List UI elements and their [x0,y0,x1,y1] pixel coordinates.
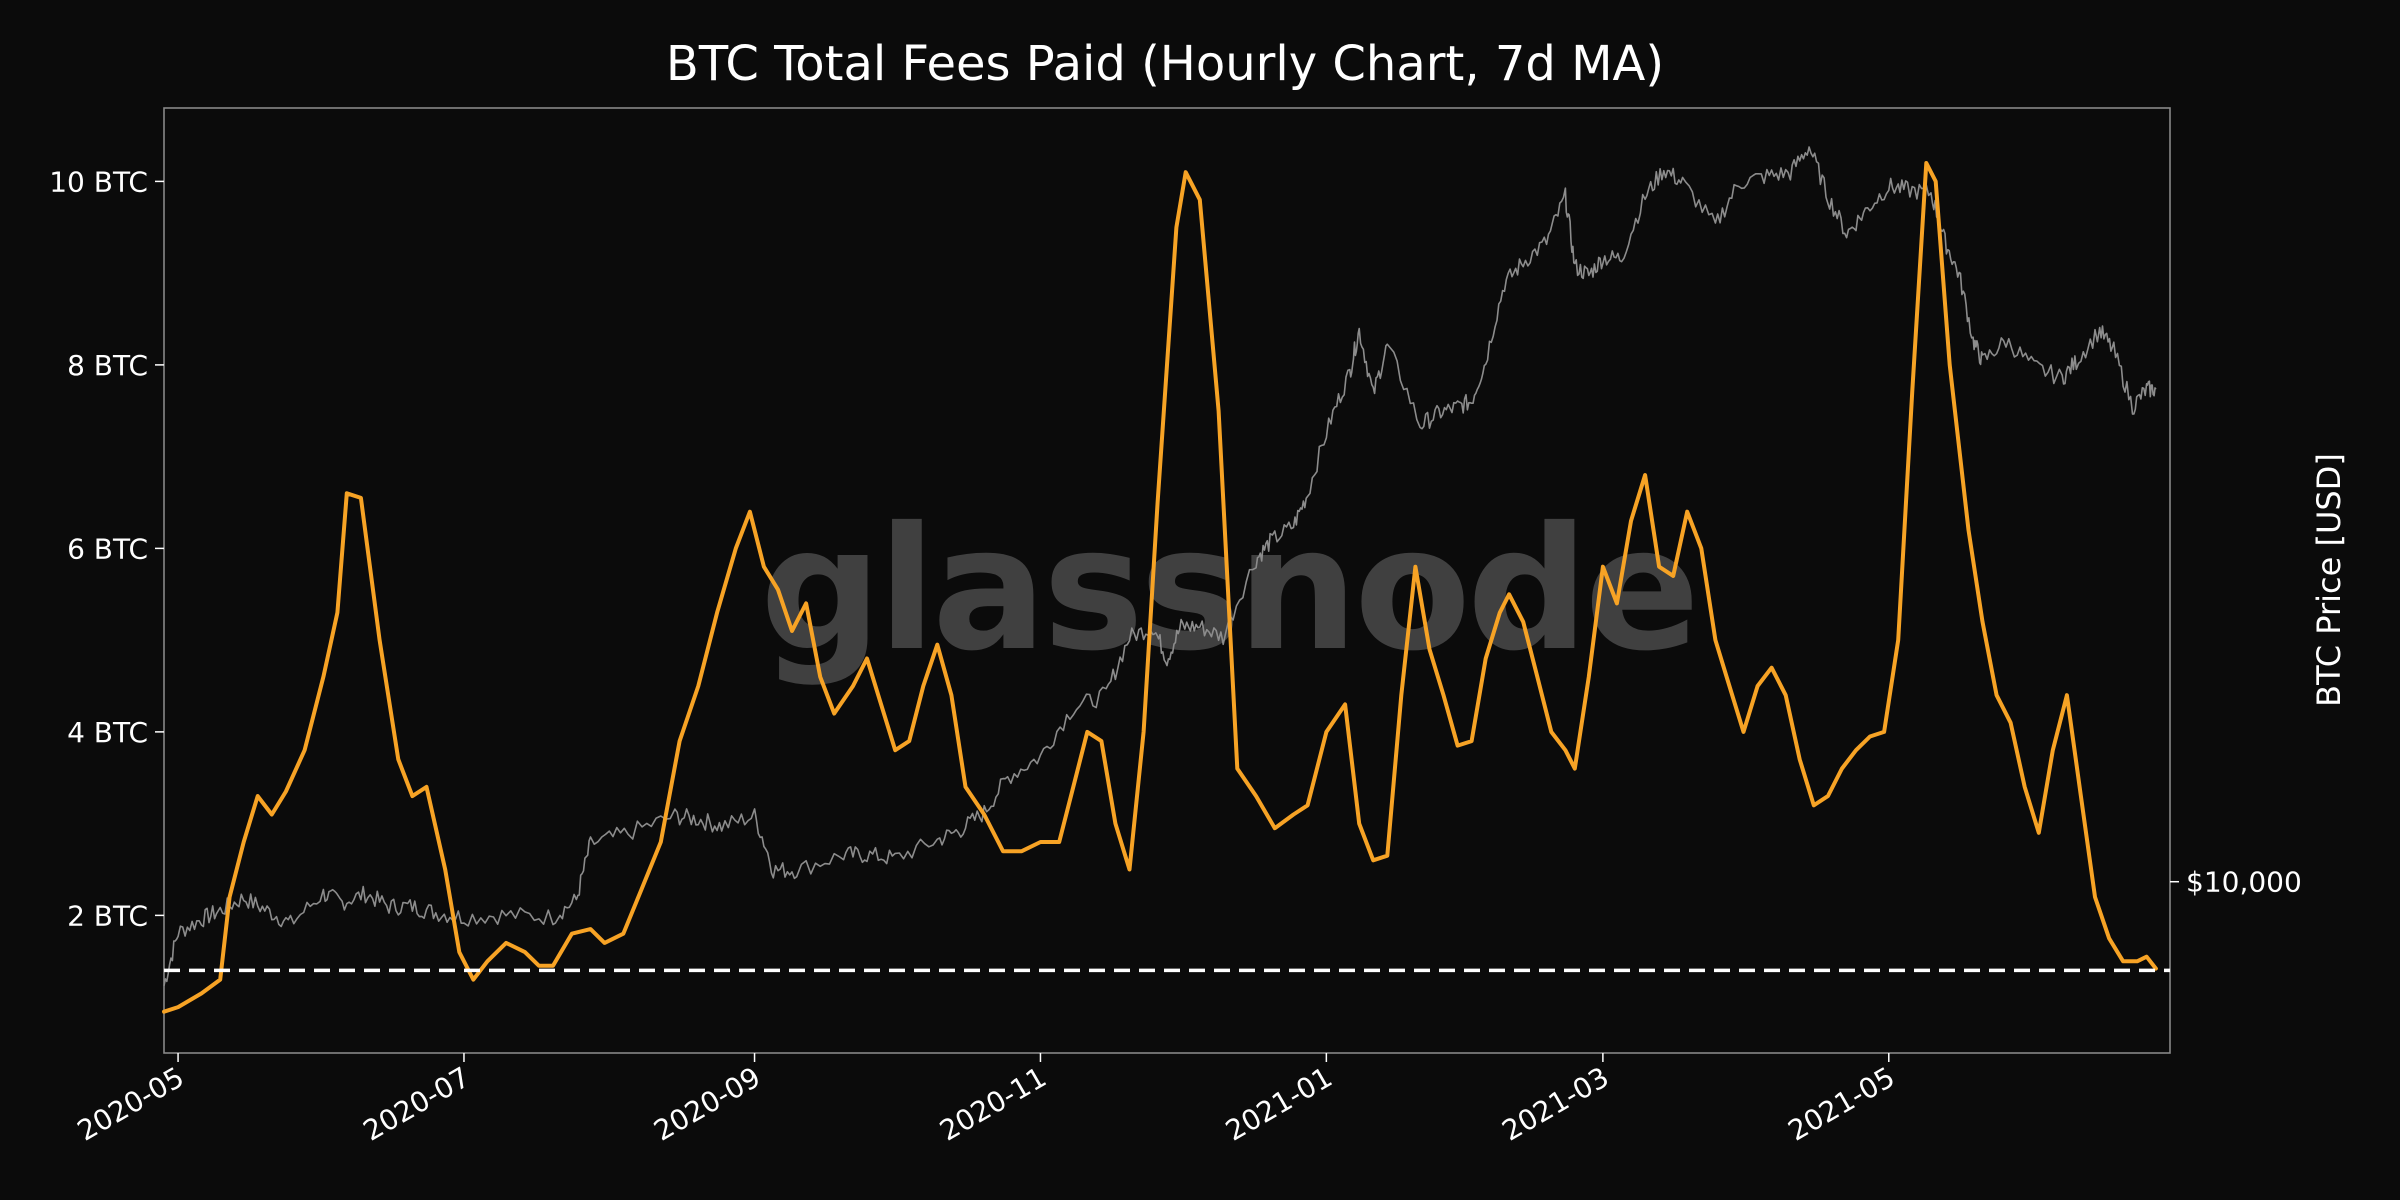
right-axis-label: BTC Price [USD] [2310,453,2348,707]
total-fees-line [162,161,2158,1014]
fees-series-layer [162,161,2158,1014]
btc-price-line [163,146,2157,986]
left-tick-label: 8 BTC [67,349,148,382]
right-axis-ticks: $10,000 [2170,866,2302,899]
left-tick-label: 6 BTC [67,532,148,565]
chart-title: BTC Total Fees Paid (Hourly Chart, 7d MA… [666,36,1664,92]
left-tick-label: 2 BTC [67,899,148,932]
right-tick-label: $10,000 [2186,866,2302,899]
left-tick-label: 4 BTC [67,716,148,749]
plot-area [163,107,2171,1054]
price-series-layer [163,146,2157,986]
left-tick-label: 10 BTC [49,165,148,198]
left-axis-ticks: 2 BTC 4 BTC 6 BTC 8 BTC 10 BTC [49,165,164,932]
